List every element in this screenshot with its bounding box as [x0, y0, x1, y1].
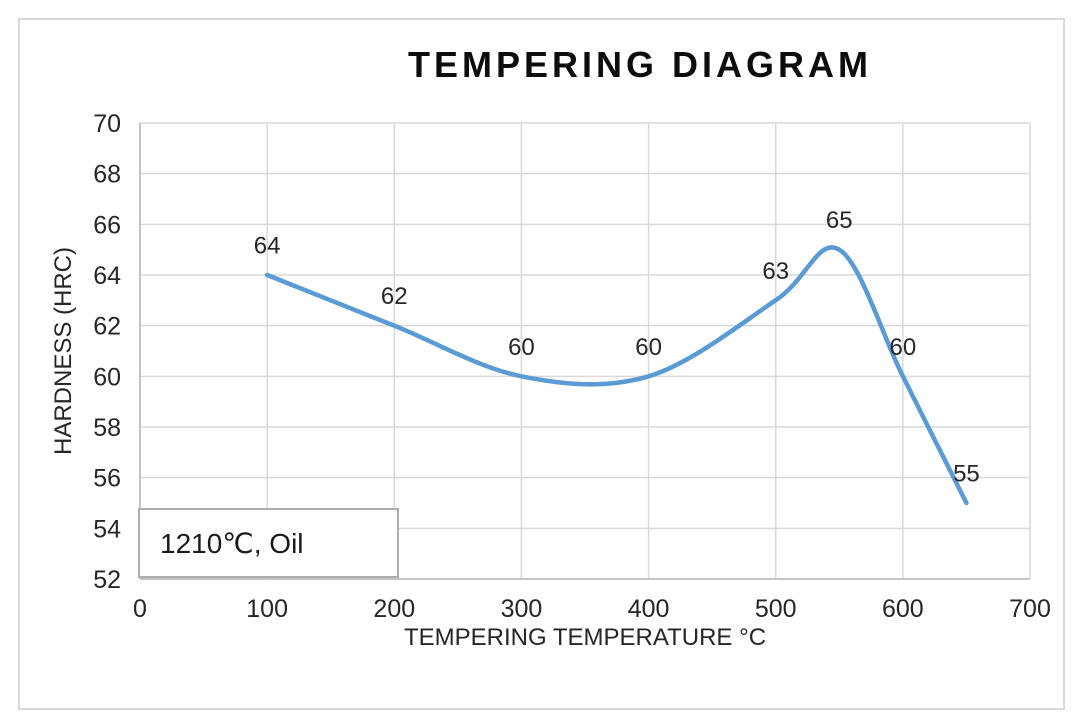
y-tick-label: 62 — [93, 313, 121, 341]
x-tick-label: 100 — [246, 595, 288, 623]
y-tick-label: 70 — [93, 110, 121, 138]
chart-frame — [18, 18, 1065, 710]
x-tick-label: 200 — [373, 595, 415, 623]
x-tick-label: 700 — [1009, 595, 1051, 623]
y-tick-label: 56 — [93, 465, 121, 493]
data-label: 62 — [381, 283, 408, 310]
x-tick-label: 0 — [133, 595, 147, 623]
y-tick-label: 52 — [93, 566, 121, 594]
x-tick-label: 600 — [882, 595, 924, 623]
x-axis-title: TEMPERING TEMPERATURE °C — [403, 624, 767, 651]
series-line — [264, 245, 969, 506]
y-tick-label: 60 — [93, 363, 121, 391]
y-tick-label: 64 — [93, 262, 121, 290]
chart-title: TEMPERING DIAGRAM — [408, 44, 872, 85]
data-label: 60 — [890, 334, 917, 361]
y-tick-label: 54 — [93, 515, 121, 543]
x-tick-label: 500 — [755, 595, 797, 623]
y-tick-label: 58 — [93, 414, 121, 442]
y-tick-label: 66 — [93, 211, 121, 239]
x-tick-label: 400 — [628, 595, 670, 623]
data-label: 65 — [826, 207, 853, 234]
data-label: 63 — [762, 258, 789, 285]
data-label: 60 — [635, 334, 662, 361]
annotation-box: 1210℃, Oil — [138, 508, 399, 578]
y-axis-title: HARDNESS (HRC) — [50, 246, 77, 456]
data-label: 60 — [508, 334, 535, 361]
data-label: 64 — [254, 233, 281, 260]
data-label: 55 — [953, 461, 980, 488]
y-tick-label: 68 — [93, 161, 121, 189]
x-tick-label: 300 — [501, 595, 543, 623]
